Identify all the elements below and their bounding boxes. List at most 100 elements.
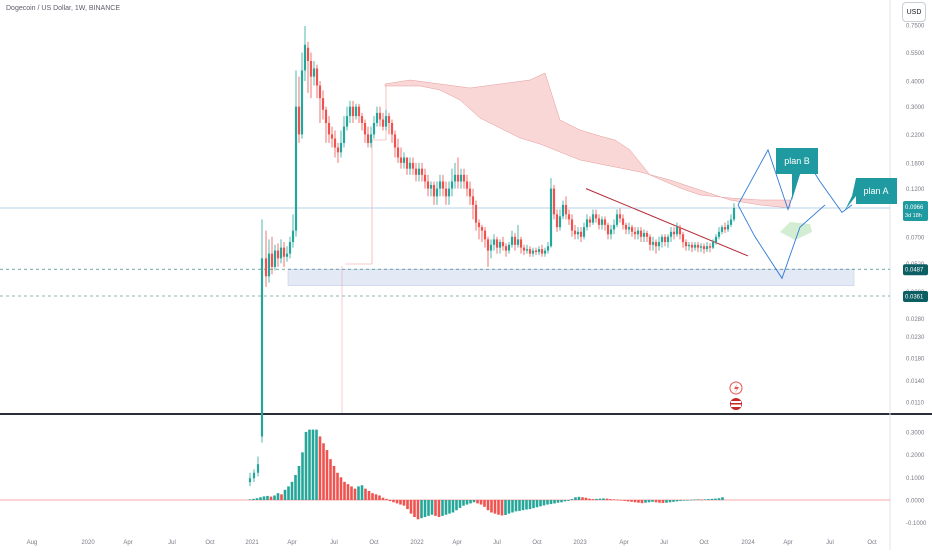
- candle-body: [678, 227, 682, 235]
- candle-body: [690, 244, 694, 248]
- candle-body: [645, 233, 649, 237]
- candle-body: [510, 236, 514, 245]
- projection-plan-b: [737, 204, 826, 280]
- oscillator-bar: [392, 500, 395, 503]
- oscillator-bar: [332, 465, 336, 500]
- candle-body: [420, 168, 424, 175]
- time-tick-label: Jul: [660, 540, 668, 546]
- candle-body: [588, 219, 592, 223]
- candle-body: [429, 184, 433, 189]
- oscillator-bar: [476, 500, 479, 504]
- oscillator-bar: [577, 496, 581, 500]
- oscillator-bar: [472, 500, 476, 503]
- candle-body: [282, 247, 286, 257]
- oscillator-bar: [378, 495, 381, 500]
- oscillator-bar: [504, 500, 507, 515]
- time-tick-label: Apr: [123, 540, 132, 546]
- candle-body: [624, 224, 628, 230]
- candle-body: [519, 239, 523, 248]
- oscillator-bar: [542, 500, 546, 506]
- candle-body: [315, 68, 319, 86]
- candle-body: [381, 119, 385, 127]
- candle-body: [666, 236, 670, 243]
- candle-body: [256, 464, 260, 473]
- oscillator-bar: [672, 500, 675, 502]
- candle-body: [369, 134, 373, 143]
- price-label-current: 0.0966: [905, 205, 924, 211]
- oscillator-bar: [360, 485, 364, 500]
- oscillator-bar: [479, 500, 483, 505]
- candle-body: [330, 134, 334, 139]
- oscillator-bar: [658, 500, 661, 503]
- ichimoku-cloud-green: [780, 222, 812, 240]
- oscillator-bar: [714, 498, 717, 500]
- price-label-level: 0.0361: [905, 295, 924, 301]
- candle-body: [441, 181, 445, 189]
- oscillator-bar: [661, 500, 665, 503]
- price-tick-label: 0.4000: [906, 79, 925, 85]
- price-tick-label: 0.0180: [906, 357, 925, 363]
- candle-body: [477, 222, 481, 228]
- candle-body: [693, 244, 697, 248]
- oscillator-bar: [406, 500, 409, 510]
- candle-body: [366, 134, 370, 143]
- time-tick-label: Apr: [452, 540, 461, 546]
- candle-body: [525, 249, 529, 251]
- price-label-level-bg: [903, 264, 928, 276]
- candle-body: [501, 242, 505, 247]
- price-tick-label: 0.3000: [906, 105, 925, 111]
- candle-body: [573, 230, 577, 235]
- oscillator-bar: [619, 500, 623, 501]
- candle-body: [531, 250, 535, 254]
- oscillator-bar: [570, 499, 574, 500]
- candle-body: [360, 116, 364, 123]
- time-tick-label: Oct: [369, 540, 379, 546]
- candle-body: [513, 236, 517, 245]
- candle-body: [687, 244, 691, 247]
- oscillator-bar: [581, 497, 584, 500]
- oscillator-bar: [511, 500, 514, 513]
- oscillator-bar: [469, 500, 472, 504]
- oscillator-bar: [444, 500, 448, 515]
- time-tick-label: Oct: [532, 540, 542, 546]
- candle-body: [339, 142, 343, 153]
- time-tick-label: 2020: [81, 540, 95, 546]
- oscillator-bar: [301, 452, 304, 500]
- candle-body: [447, 188, 451, 197]
- oscillator-bar: [535, 500, 539, 508]
- candle-body: [516, 239, 520, 245]
- oscillator-bar: [556, 500, 560, 503]
- oscillator-bar: [451, 500, 455, 513]
- time-tick-label: Jul: [493, 540, 501, 546]
- oscillator-bar: [647, 500, 651, 503]
- candle-body: [591, 214, 595, 223]
- price-tick-label: 0.0110: [906, 401, 925, 407]
- oscillator-bar: [395, 500, 399, 504]
- candle-body: [561, 204, 565, 217]
- candle-body: [612, 224, 616, 230]
- oscillator-bar: [458, 500, 462, 508]
- candle-body: [603, 219, 607, 225]
- candle-body: [504, 246, 508, 251]
- oscillator-bar: [266, 495, 269, 500]
- candle-body: [342, 126, 346, 143]
- candle-body: [552, 188, 556, 215]
- candle-body: [453, 174, 457, 182]
- oscillator-bar: [430, 500, 434, 515]
- currency-button[interactable]: USD: [902, 2, 926, 22]
- candle-body: [684, 242, 688, 247]
- candle-body: [248, 478, 252, 483]
- plan-a-label: plan A: [863, 186, 888, 196]
- oscillator-bar: [409, 500, 413, 514]
- price-tick-label: 0.2200: [906, 133, 925, 139]
- oscillator-bar: [703, 499, 707, 500]
- oscillator-bar: [595, 498, 598, 500]
- candle-body: [528, 249, 532, 254]
- candle-body: [606, 224, 610, 235]
- oscillator-bar: [574, 497, 577, 500]
- candle-body: [642, 233, 646, 237]
- candle-body: [564, 204, 568, 215]
- oscillator-bar: [609, 499, 612, 500]
- candle-body: [378, 112, 382, 120]
- oscillator-bar: [616, 499, 619, 501]
